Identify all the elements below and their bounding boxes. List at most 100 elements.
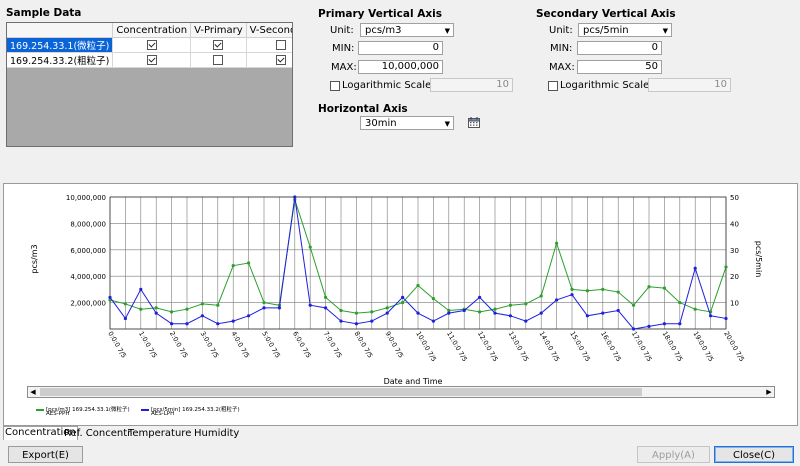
data-point [262,301,266,305]
secondary-max-label: MAX: [549,62,575,73]
primary-unit-select[interactable]: pcs/m3 ▼ [360,23,454,37]
data-point [662,286,667,290]
v-secondary-checkbox[interactable] [276,40,287,50]
legend-swatch-blue [141,409,149,411]
data-point [170,322,174,326]
data-point [139,307,143,311]
calendar-icon[interactable] [468,117,480,128]
row-v-primary-cell[interactable] [190,37,247,53]
row-v-secondary-cell[interactable] [246,37,292,53]
data-point [216,322,220,326]
column-header-v-primary[interactable]: V-Primary [190,23,247,38]
data-point [678,301,682,305]
scroll-left-arrow[interactable]: ◀ [30,388,36,396]
legend-series-name: [pcs/m3] 169.254.33.1(微粒子) [46,407,130,413]
x-tick-label: 8:0:0 7/5 [353,330,375,359]
primary-log-checkbox[interactable] [330,81,340,91]
data-point [724,316,728,321]
secondary-axis-title: Secondary Vertical Axis [536,8,676,20]
row-concentration-cell[interactable] [112,37,192,53]
y-tick-label-right: 30 [730,247,739,255]
chart-panel[interactable]: 2,000,000 4,000,000 6,000,000 8,000,000 10,0… [3,183,798,426]
y-tick-label-left: 4,000,000 [70,273,106,281]
v-secondary-checkbox[interactable] [276,55,287,65]
table-header-row: Concentration V-Primary V-Secondary [7,23,292,38]
data-point [524,319,528,323]
data-point [431,319,435,323]
concentration-checkbox[interactable] [146,55,157,65]
data-point [247,314,251,318]
data-point [308,245,312,249]
x-tick-label: 3:0:0 7/5 [199,330,221,359]
data-point [585,314,590,318]
data-point [324,295,328,299]
data-point [632,303,636,307]
primary-max-input[interactable]: 10,000,000 [358,60,443,74]
scroll-right-arrow[interactable]: ▶ [766,388,772,396]
chart-horizontal-scrollbar[interactable]: ◀ ▶ [27,386,775,398]
secondary-unit-select[interactable]: pcs/5min ▼ [578,23,672,37]
sample-data-grid[interactable]: Concentration V-Primary V-Secondary 169.… [6,22,293,147]
horizontal-interval-select[interactable]: 30min ▼ [360,116,454,130]
data-point [508,314,512,318]
v-primary-checkbox[interactable] [213,40,224,50]
x-tick-label: 9:0:0 7/5 [383,330,405,359]
data-point [354,311,358,315]
v-primary-checkbox[interactable] [213,55,224,65]
data-point [570,287,574,291]
chevron-down-icon: ▼ [444,27,450,35]
data-point [616,308,620,313]
tab-humidity[interactable]: Humidity [194,428,240,439]
secondary-max-input[interactable]: 50 [577,60,662,74]
data-point [616,290,620,294]
tab-concentration[interactable]: Concentration [3,426,78,440]
apply-button[interactable]: Apply(A) [637,446,710,463]
plot-frame [109,196,727,330]
tab-ref-concentration[interactable]: Ref. Concentr [64,428,132,439]
data-point [216,303,220,307]
export-button[interactable]: Export(E) [8,446,83,463]
primary-unit-label: Unit: [330,25,354,36]
secondary-unit-value: pcs/5min [583,25,629,36]
data-point [632,327,636,331]
close-button[interactable]: Close(C) [714,446,794,463]
table-row[interactable]: 169.254.33.1(微粒子) [7,37,292,53]
primary-max-label: MAX: [331,62,357,73]
data-point [339,308,343,313]
horizontal-axis-title: Horizontal Axis [318,103,408,115]
x-tick-label: 7:0:0 7/5 [322,330,344,359]
data-point [647,324,651,328]
tab-temperature[interactable]: Temperature [128,428,192,439]
table-row[interactable]: 169.254.33.2(粗粒子) [7,52,292,68]
primary-unit-value: pcs/m3 [365,25,402,36]
row-concentration-cell[interactable] [112,52,192,68]
y-tick-label-right: 50 [730,194,739,202]
row-device-name[interactable]: 169.254.33.1(微粒子) [7,37,114,53]
data-point [447,311,451,315]
secondary-log-checkbox[interactable] [548,81,558,91]
primary-log-base-input[interactable]: 10 [430,78,513,92]
x-tick-label: 12:0:0 7/5 [476,330,500,363]
data-point [678,322,682,326]
data-point [324,306,328,310]
row-v-secondary-cell[interactable] [246,52,292,68]
column-header-concentration[interactable]: Concentration [112,23,192,38]
data-point [108,295,112,299]
scroll-thumb[interactable] [40,388,642,396]
data-point [462,308,466,313]
x-tick-label: 13:0:0 7/5 [507,330,531,363]
concentration-checkbox[interactable] [146,40,157,50]
primary-axis-title: Primary Vertical Axis [318,8,442,20]
row-device-name[interactable]: 169.254.33.2(粗粒子) [7,52,114,68]
data-point [139,287,143,291]
secondary-log-base-input[interactable]: 10 [648,78,731,92]
primary-min-input[interactable]: 0 [358,41,443,55]
data-point [539,294,543,298]
data-point [170,310,174,314]
data-point [308,303,312,307]
secondary-min-input[interactable]: 0 [577,41,662,55]
row-v-primary-cell[interactable] [190,52,247,68]
column-header-v-secondary[interactable]: V-Secondary [246,23,292,38]
data-point [200,314,204,318]
chart-legend: [pcs/m3] 169.254.33.1(微粒子) AES-PPH [pcs/… [36,405,336,421]
